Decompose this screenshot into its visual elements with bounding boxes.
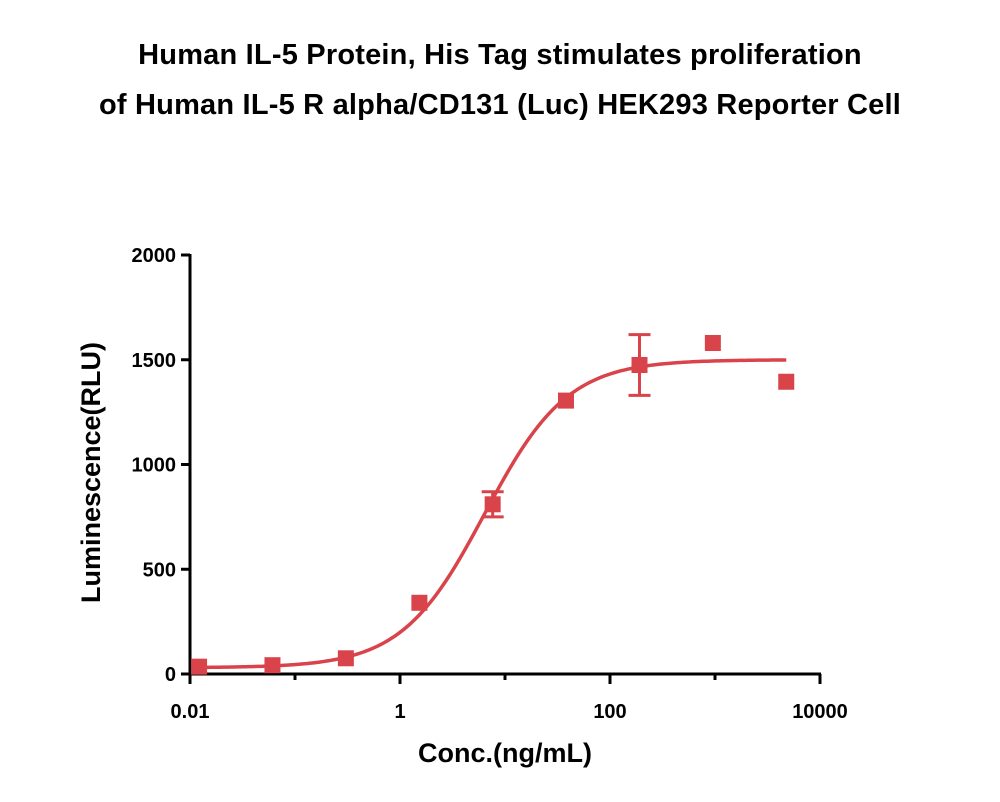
y-tick-label: 2000 [132, 245, 177, 267]
data-point [704, 334, 721, 351]
chart-title: Human IL-5 Protein, His Tag stimulates p… [0, 30, 1000, 130]
x-tick-label: 100 [593, 701, 626, 723]
axes: 0 500 1000 1500 2000 0.01 1 100 10000 [132, 245, 848, 723]
data-point [484, 496, 501, 513]
data-point [778, 373, 795, 390]
x-tick-label: 10000 [792, 701, 848, 723]
x-tick-label: 1 [394, 701, 405, 723]
y-tick-label: 0 [165, 664, 176, 686]
data-point [411, 594, 428, 611]
y-tick-label: 500 [143, 559, 176, 581]
data-point [264, 657, 281, 674]
x-tick-label: 0.01 [171, 701, 210, 723]
chart-title-line-2: of Human IL-5 R alpha/CD131 (Luc) HEK293… [98, 89, 901, 121]
y-tick-label: 1000 [132, 455, 177, 477]
data-points-layer [191, 333, 795, 675]
y-axis-label: Luminescence(RLU) [76, 342, 106, 603]
data-point [557, 392, 574, 409]
data-point [631, 356, 648, 373]
data-point [337, 650, 354, 667]
y-tick-label: 1500 [132, 350, 177, 372]
data-point [191, 658, 208, 675]
x-axis-label: Conc.(ng/mL) [418, 738, 592, 768]
chart-title-line-1: Human IL-5 Protein, His Tag stimulates p… [138, 39, 862, 71]
